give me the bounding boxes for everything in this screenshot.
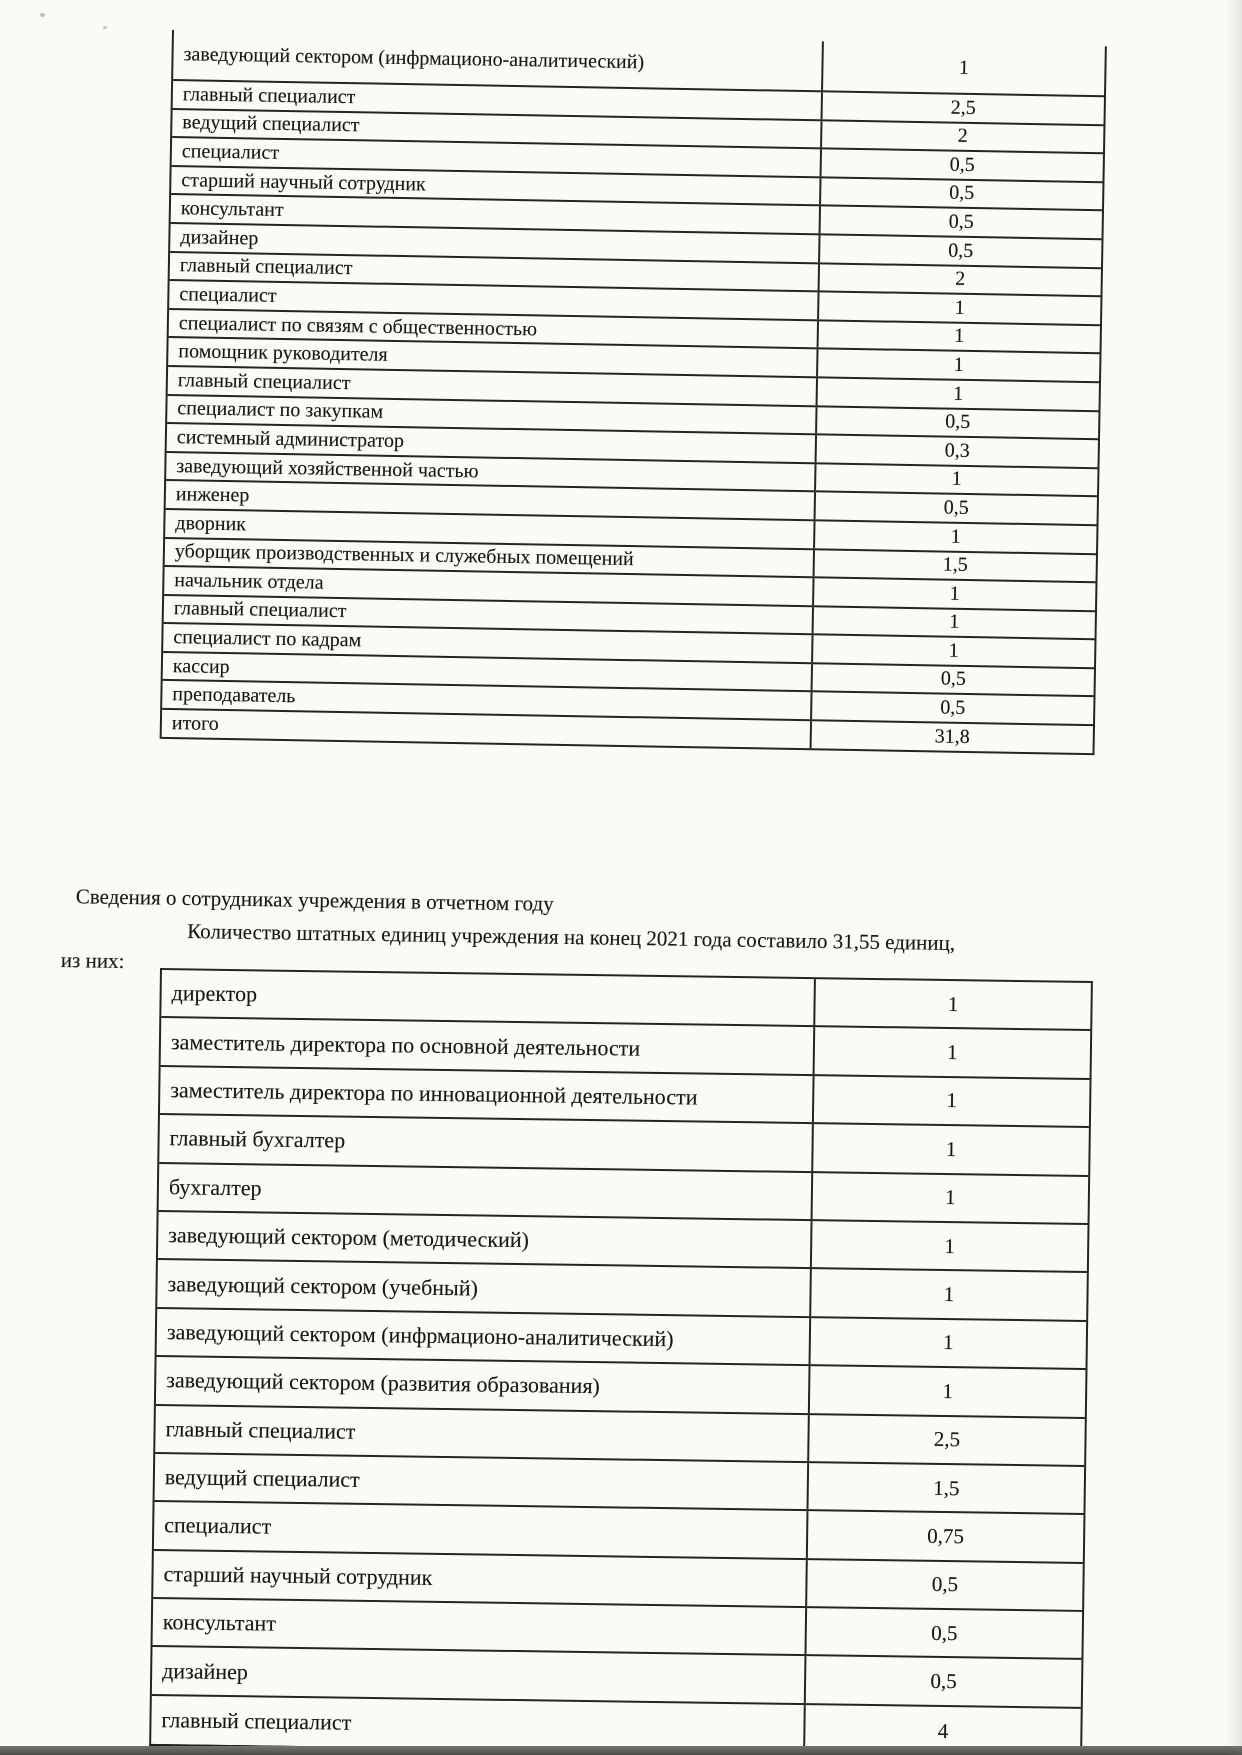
staff-units-value: 1: [949, 582, 960, 605]
staff-units-value: 2,5: [933, 1427, 961, 1452]
staff-units-value: 2,5: [950, 96, 976, 119]
position-label: заведующий сектором (инфрмационо-аналити…: [156, 1308, 812, 1365]
staff-units-value: 31,8: [934, 725, 970, 748]
staff-units-value: 1: [954, 296, 965, 319]
position-label: консультант: [152, 1599, 808, 1655]
staff-units-value: 1: [945, 1136, 957, 1161]
staff-units-value: 1: [946, 1040, 958, 1065]
position-label: главный специалист: [151, 1695, 806, 1754]
staff-units-value: 1: [951, 467, 962, 491]
staff-units-value: 0,5: [949, 181, 975, 205]
staff-units-value: 2: [955, 267, 966, 291]
staff-units-value: 1: [944, 1233, 956, 1258]
position-label: директор: [161, 970, 816, 1026]
staff-units-value: 1: [942, 1330, 954, 1355]
staff-units-value: 0,5: [943, 496, 969, 519]
scan-edge-strip: [0, 1746, 1242, 1755]
position-label: заведующий сектором (методический): [157, 1211, 813, 1268]
staff-units-value: 0,5: [931, 1572, 959, 1597]
position-label: заведующий сектором (инфрмационо-аналити…: [173, 30, 824, 91]
scan-speck: [40, 13, 45, 17]
staff-units-value: 1: [958, 56, 970, 79]
position-label: специалист: [153, 1502, 809, 1558]
position-label: бухгалтер: [158, 1163, 814, 1220]
staff-units-value: 1: [949, 610, 960, 634]
staff-units-value: 0,5: [948, 239, 974, 262]
staff-units-value: 0,5: [940, 696, 966, 720]
staff-units-value: 0,5: [949, 153, 975, 176]
position-label: главный бухгалтер: [159, 1115, 814, 1171]
staff-units-value: 0,3: [944, 439, 970, 462]
staff-units-value: 1: [954, 325, 965, 348]
scan-speck: [103, 26, 107, 29]
position-label: заместитель директора по основной деятел…: [160, 1018, 816, 1074]
staff-units-value: 1: [948, 639, 959, 662]
staff-units-value: 0,75: [927, 1523, 965, 1549]
staffing-table-continued: заведующий сектором (инфрмационо-аналити…: [159, 30, 1107, 755]
staffing-table-end-of-2021: директор 1 заместитель директора по основн…: [149, 968, 1093, 1755]
position-label: старший научный сотрудник: [153, 1550, 808, 1607]
staff-units-value: 1,5: [933, 1475, 960, 1500]
staff-units-value: 4: [937, 1718, 949, 1743]
staff-units-value: 1: [953, 382, 964, 405]
position-label: главный специалист: [155, 1405, 810, 1462]
staff-units-value: 0,5: [945, 410, 971, 434]
position-label: заведующий сектором (учебный): [157, 1260, 812, 1316]
staff-units-value: 1: [947, 991, 959, 1016]
staff-units-value: 1,5: [942, 553, 968, 577]
position-label: заведующий сектором (развития образовани…: [155, 1357, 811, 1413]
staff-units-value: 1: [950, 525, 961, 548]
staff-units-value: 1: [944, 1185, 956, 1210]
staff-units-value: 1: [942, 1378, 954, 1403]
staff-units-value: 1: [953, 353, 964, 376]
scan-speck: [360, 60, 363, 63]
position-label: дизайнер: [151, 1647, 807, 1703]
staff-units-value: 0,5: [948, 210, 974, 233]
staff-units-value: 0,5: [940, 667, 966, 691]
staff-units-value: 0,5: [931, 1620, 958, 1645]
staff-units-value: 1: [946, 1088, 958, 1113]
staff-units-value: 0,5: [930, 1668, 957, 1694]
position-label: ведущий специалист: [154, 1453, 810, 1510]
position-label: заместитель директора по инновационной д…: [159, 1066, 815, 1123]
staff-units-value: 1: [943, 1282, 955, 1307]
staff-units-value: 2: [957, 124, 968, 148]
